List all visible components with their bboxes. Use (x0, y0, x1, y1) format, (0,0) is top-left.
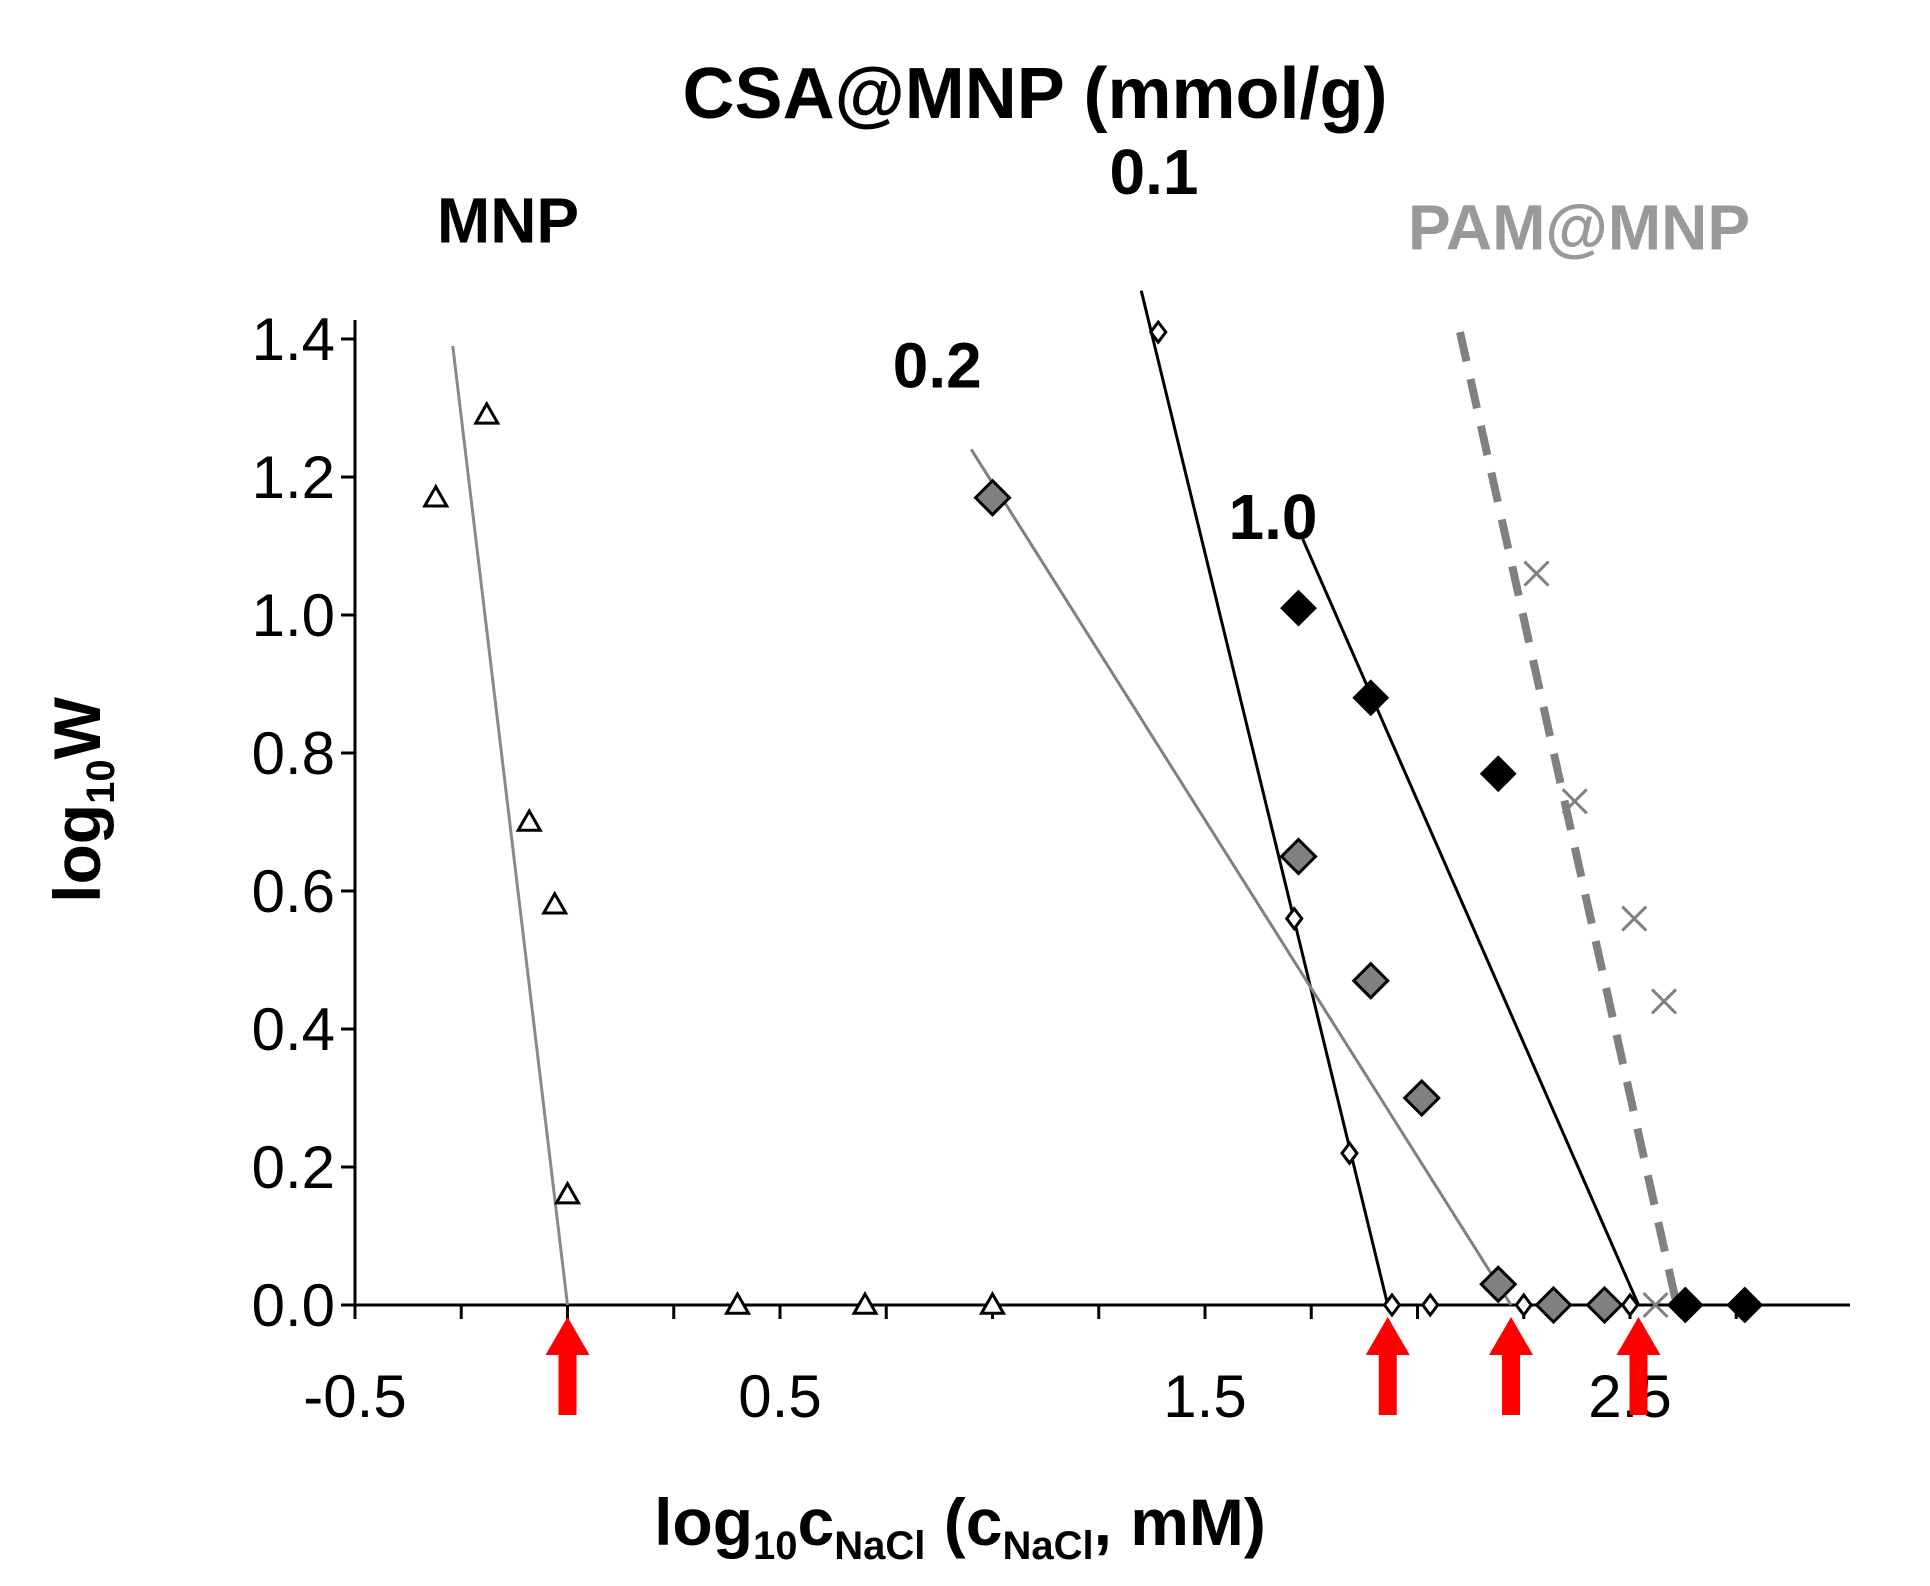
y-tick-label: 1.0 (252, 582, 335, 649)
x-axis-title: log10cNaCl (cNaCl, mM) (654, 1485, 1266, 1568)
point-0-2 (1585, 1285, 1624, 1325)
ticks: -0.50.51.52.50.00.20.40.60.81.01.21.4 (252, 306, 1738, 1430)
point-1-0 (1666, 1286, 1704, 1324)
point-0-1 (1284, 906, 1304, 932)
point-0-2 (973, 478, 1012, 517)
point-mnp (978, 1290, 1007, 1315)
point-0-2 (1279, 837, 1318, 876)
x-axis-title-paren-open: (c (925, 1485, 1002, 1559)
x-tick-label: 0.5 (738, 1363, 821, 1430)
point-mnp (541, 890, 569, 915)
point-0-1 (1620, 1292, 1640, 1318)
point-0-1 (1148, 319, 1168, 345)
chart-title: CSA@MNP (mmol/g) (683, 54, 1388, 134)
data-points (422, 319, 1764, 1325)
y-tick-label: 0.0 (252, 1272, 335, 1339)
y-tick-label: 1.2 (252, 444, 335, 511)
y-axis-title-main: log (40, 804, 114, 903)
x-axis-title-paren-rest: , mM) (1094, 1485, 1266, 1559)
y-tick-label: 1.4 (252, 306, 335, 373)
fit-line-pam-mnp (1456, 331, 1681, 1306)
y-tick-label: 0.2 (252, 1134, 335, 1201)
series-labels: MNP 0.1 0.2 1.0 PAM@MNP (437, 136, 1750, 553)
fit-line-0-2 (969, 448, 1513, 1306)
x-tick-label: 1.5 (1163, 1363, 1246, 1430)
series-label-0-1: 0.1 (1110, 136, 1199, 208)
x-axis-title-main: log (654, 1485, 753, 1559)
point-pam-mnp (1650, 988, 1678, 1015)
red-arrow (1489, 1317, 1533, 1415)
y-axis-title-sub: 10 (79, 759, 123, 804)
x-axis-title-sub: 10 (753, 1524, 798, 1568)
y-tick-label: 0.4 (252, 996, 335, 1063)
point-1-0 (1726, 1286, 1764, 1324)
point-mnp (422, 483, 450, 508)
x-tick-label: -0.5 (303, 1363, 406, 1430)
red-arrow (1365, 1317, 1410, 1415)
x-axis-title-csub: NaCl (834, 1524, 925, 1568)
series-label-pam-mnp: PAM@MNP (1408, 191, 1750, 263)
point-0-2 (1402, 1078, 1441, 1118)
point-0-2 (1534, 1285, 1573, 1325)
x-axis-title-paren-sub: NaCl (1002, 1524, 1093, 1568)
y-tick-label: 0.8 (252, 720, 335, 787)
point-mnp (473, 400, 501, 425)
y-tick-label: 0.6 (252, 858, 335, 925)
red-arrow (545, 1317, 590, 1415)
threshold-arrows (545, 1317, 1661, 1415)
series-label-0-2: 0.2 (893, 329, 982, 401)
fit-line-1-0 (1301, 538, 1640, 1306)
axes (353, 320, 1850, 1307)
point-pam-mnp (1621, 905, 1648, 932)
series-label-mnp: MNP (437, 184, 579, 256)
point-0-1 (1382, 1292, 1402, 1318)
series-label-1-0: 1.0 (1229, 481, 1318, 553)
y-axis-title-rest: W (40, 696, 114, 759)
point-0-2 (1479, 1265, 1518, 1304)
fit-line-0-1 (1139, 290, 1390, 1306)
point-0-1 (1340, 1140, 1359, 1166)
point-mnp (851, 1290, 879, 1315)
point-0-2 (1351, 961, 1390, 1000)
x-axis-title-c: c (798, 1485, 835, 1559)
point-1-0 (1352, 679, 1390, 717)
point-mnp (553, 1180, 582, 1205)
fit-lines (451, 290, 1681, 1306)
point-pam-mnp (1642, 1291, 1669, 1319)
point-1-0 (1280, 589, 1317, 627)
y-axis-title: log10W (40, 696, 123, 902)
point-0-1 (1514, 1292, 1534, 1318)
point-pam-mnp (1523, 560, 1550, 587)
point-pam-mnp (1561, 788, 1588, 815)
point-0-1 (1420, 1292, 1440, 1318)
red-arrow (1616, 1317, 1661, 1415)
point-mnp (515, 807, 543, 832)
point-mnp (723, 1290, 752, 1315)
fit-line-mnp (451, 345, 569, 1306)
point-1-0 (1479, 755, 1517, 793)
